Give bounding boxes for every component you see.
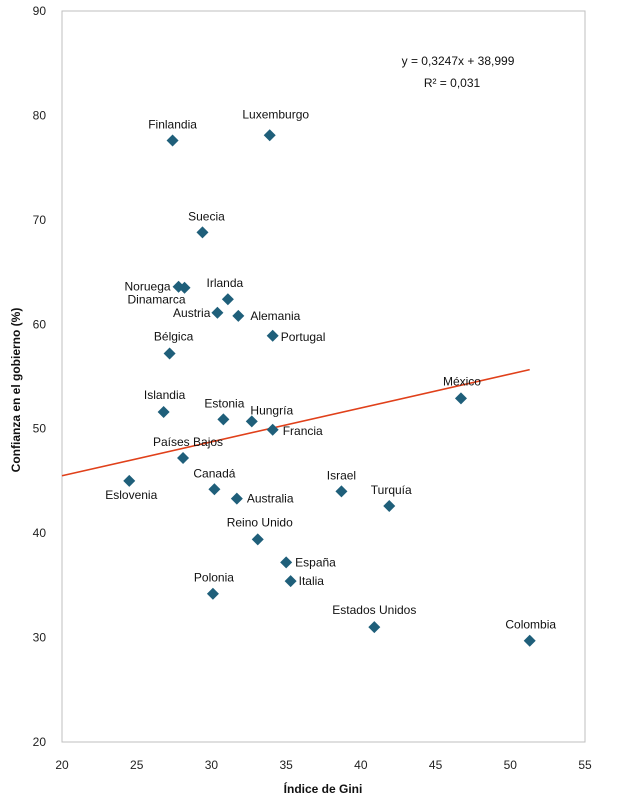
label-belgica: Bélgica	[154, 330, 194, 344]
point-turquia	[383, 499, 396, 512]
label-israel: Israel	[327, 468, 356, 482]
x-tick-label: 45	[429, 758, 443, 772]
r-squared: R² = 0,031	[424, 76, 481, 90]
point-estonia	[217, 413, 230, 426]
x-tick-label: 50	[504, 758, 518, 772]
point-irlanda	[221, 293, 234, 306]
x-axis-ticks: 20 25 30 35 40 45 50 55	[55, 758, 592, 772]
label-polonia: Polonia	[194, 571, 234, 585]
point-reino-unido	[251, 533, 264, 546]
label-eslovenia: Eslovenia	[105, 488, 157, 502]
label-suecia: Suecia	[188, 209, 225, 223]
point-mexico	[454, 392, 467, 405]
label-paises-bajos: Países Bajos	[153, 435, 223, 449]
point-polonia	[206, 587, 219, 600]
point-hungria	[245, 415, 258, 428]
label-turquia: Turquía	[371, 483, 412, 497]
point-alemania	[232, 309, 245, 322]
trendline-equation: y = 0,3247x + 38,999	[402, 54, 515, 68]
label-espana: España	[295, 555, 336, 569]
y-tick-label: 30	[33, 631, 47, 645]
x-tick-label: 55	[578, 758, 592, 772]
point-canada	[208, 483, 221, 496]
label-canada: Canadá	[193, 466, 235, 480]
x-tick-label: 30	[205, 758, 219, 772]
y-axis-ticks: 20 30 40 50 60 70 80 90	[33, 4, 47, 749]
label-irlanda: Irlanda	[207, 276, 244, 290]
plot-area	[61, 10, 586, 743]
y-axis-title: Confianza en el gobierno (%)	[9, 308, 23, 473]
point-islandia	[157, 406, 170, 419]
y-tick-label: 40	[33, 526, 47, 540]
label-italia: Italia	[299, 574, 325, 588]
point-austria	[211, 306, 224, 319]
label-austria: Austria	[173, 306, 211, 320]
label-islandia: Islandia	[144, 388, 186, 402]
point-suecia	[196, 226, 209, 239]
point-paises-bajos	[177, 451, 190, 464]
x-tick-label: 35	[279, 758, 293, 772]
point-australia	[230, 492, 243, 505]
point-estados-unidos	[368, 621, 381, 634]
point-israel	[335, 485, 348, 498]
point-labels: Finlandia Luxemburgo Suecia NoruegaDinamarc…	[105, 107, 556, 631]
label-francia: Francia	[283, 424, 323, 438]
label-estados-unidos: Estados Unidos	[332, 603, 416, 617]
label-colombia: Colombia	[505, 618, 556, 632]
label-dinamarca: Dinamarca	[128, 293, 186, 307]
point-espana	[280, 556, 293, 569]
label-estonia: Estonia	[204, 396, 244, 410]
x-axis-title: Índice de Gini	[284, 781, 363, 796]
point-italia	[284, 575, 297, 588]
label-reino-unido: Reino Unido	[227, 515, 293, 529]
label-alemania: Alemania	[250, 309, 300, 323]
point-colombia	[523, 634, 536, 647]
point-belgica	[163, 347, 176, 360]
y-tick-label: 50	[33, 422, 47, 436]
label-portugal: Portugal	[281, 330, 326, 344]
x-tick-label: 40	[354, 758, 368, 772]
y-tick-label: 60	[33, 317, 47, 331]
y-tick-label: 20	[33, 735, 47, 749]
x-tick-label: 25	[130, 758, 144, 772]
point-dinamarca	[178, 281, 191, 294]
label-mexico: México	[443, 374, 481, 388]
point-portugal	[266, 329, 279, 342]
label-hungria: Hungría	[250, 403, 293, 417]
label-australia: Australia	[247, 492, 294, 506]
y-tick-label: 70	[33, 213, 47, 227]
x-tick-label: 20	[55, 758, 69, 772]
trendline	[61, 368, 530, 477]
label-finlandia: Finlandia	[148, 117, 197, 131]
label-luxemburgo: Luxemburgo	[242, 107, 309, 121]
y-tick-label: 90	[33, 4, 47, 18]
data-points	[123, 129, 536, 647]
point-eslovenia	[123, 474, 136, 487]
point-luxemburgo	[263, 129, 276, 142]
point-finlandia	[166, 134, 179, 147]
point-francia	[266, 423, 279, 436]
label-noruega: Noruega	[125, 280, 171, 294]
y-tick-label: 80	[33, 108, 47, 122]
